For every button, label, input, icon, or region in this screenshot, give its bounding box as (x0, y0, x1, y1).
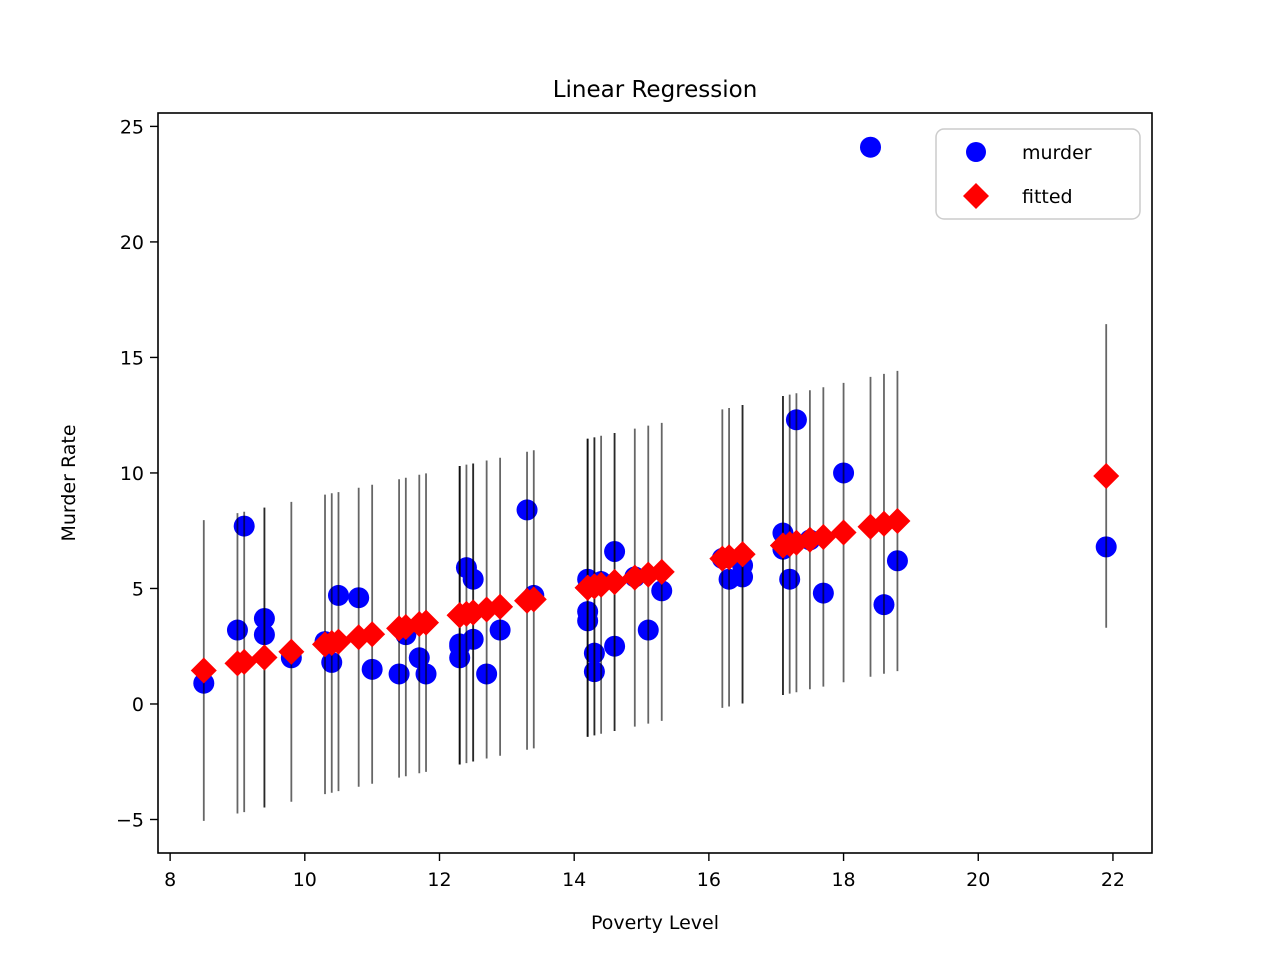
x-tick-label: 14 (562, 869, 586, 891)
fitted-point (520, 586, 547, 613)
fitted-point (413, 609, 440, 636)
legend: murder fitted (935, 128, 1141, 220)
y-tick-label: −5 (116, 810, 144, 832)
y-tick-label: 0 (132, 694, 144, 716)
fitted-point (884, 508, 911, 535)
fitted-point (251, 644, 278, 671)
fitted-point (830, 519, 857, 546)
axis-ticks: 8 10 12 14 16 18 20 22 −5 0 5 10 15 20 25 (116, 116, 1125, 891)
x-tick-label: 16 (697, 869, 721, 891)
x-tick-label: 10 (293, 869, 317, 891)
y-tick-label: 10 (120, 463, 144, 485)
x-tick-label: 18 (831, 869, 855, 891)
fitted-point (487, 593, 514, 620)
y-tick-label: 20 (120, 232, 144, 254)
legend-murder-marker-icon (966, 142, 986, 162)
x-axis-label: Poverty Level (591, 912, 719, 934)
murder-point (860, 136, 882, 158)
fitted-point (810, 523, 837, 550)
x-tick-label: 22 (1101, 869, 1125, 891)
y-tick-label: 25 (120, 116, 144, 138)
fitted-point (278, 638, 305, 665)
fitted-point (190, 657, 217, 684)
fitted-point (231, 648, 258, 675)
fitted-point (729, 541, 756, 568)
x-tick-label: 20 (966, 869, 990, 891)
x-tick-label: 8 (164, 869, 176, 891)
chart-title: Linear Regression (553, 77, 758, 103)
legend-murder-label: murder (1022, 142, 1092, 164)
fitted-point (325, 628, 352, 655)
fitted-point (648, 558, 675, 585)
fitted-series (190, 462, 1120, 684)
legend-fitted-label: fitted (1022, 186, 1073, 208)
fitted-point (601, 568, 628, 595)
legend-fitted-marker-icon (963, 183, 989, 209)
y-tick-label: 5 (132, 578, 144, 600)
axes-frame (157, 112, 1153, 854)
x-tick-label: 12 (427, 869, 451, 891)
y-tick-label: 15 (120, 347, 144, 369)
y-axis-label: Murder Rate (58, 424, 80, 541)
fitted-point (359, 621, 386, 648)
fitted-point (1093, 462, 1120, 489)
